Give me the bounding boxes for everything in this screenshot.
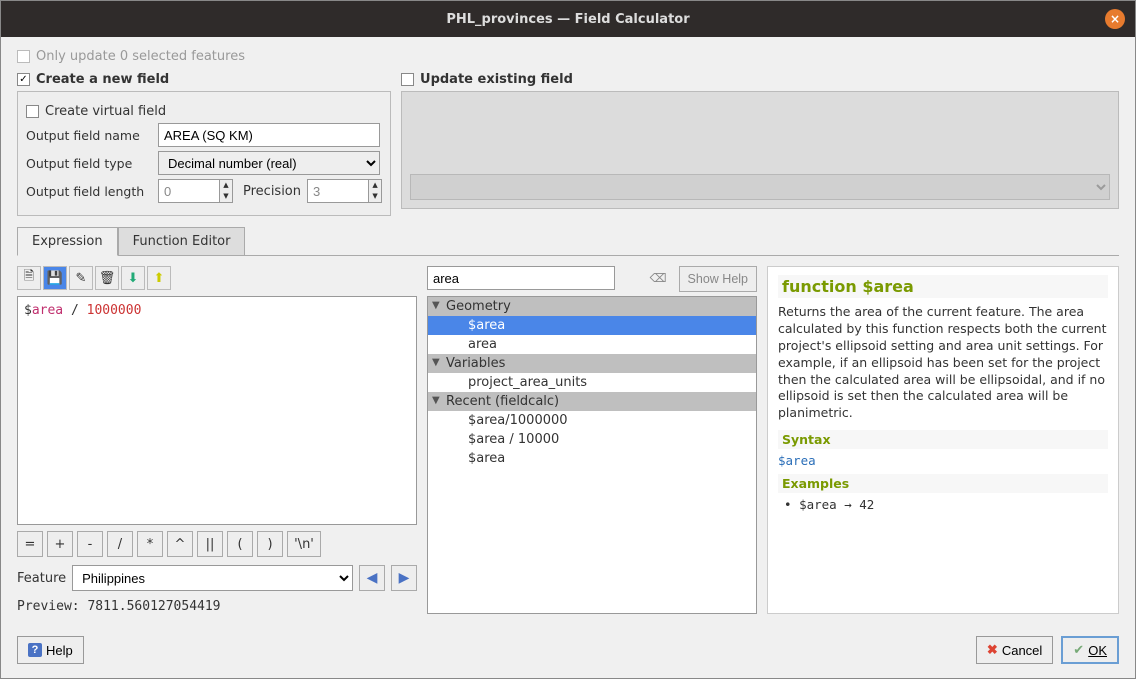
- save-icon[interactable]: 💾: [43, 266, 67, 290]
- op-eq[interactable]: =: [17, 531, 43, 557]
- help-column: function $area Returns the area of the c…: [767, 266, 1119, 614]
- op-mul[interactable]: *: [137, 531, 163, 557]
- only-update-label: Only update 0 selected features: [36, 49, 245, 64]
- tab-body: 🗎 💾 ✎ 🗑 ⬇ ⬆ $area / 1000000 = + - / * ^ …: [17, 255, 1119, 614]
- tree-item-recent-2[interactable]: $area / 10000: [428, 430, 756, 449]
- create-field-panel: Create virtual field Output field name O…: [17, 91, 391, 216]
- tree-group-geometry[interactable]: ▼Geometry: [428, 297, 756, 316]
- titlebar: PHL_provinces — Field Calculator ×: [1, 1, 1135, 37]
- tree-item-area-func[interactable]: area: [428, 335, 756, 354]
- feature-row: Feature Philippines ◀ ▶: [17, 565, 417, 591]
- import-icon[interactable]: ⬇: [121, 266, 145, 290]
- update-field-checkbox[interactable]: [401, 73, 414, 86]
- only-update-row: Only update 0 selected features: [17, 49, 1119, 64]
- length-down-icon: ▼: [220, 191, 232, 202]
- create-field-checkbox[interactable]: ✓: [17, 73, 30, 86]
- op-plus[interactable]: +: [47, 531, 73, 557]
- virtual-field-checkbox[interactable]: [26, 105, 39, 118]
- tab-function-editor[interactable]: Function Editor: [118, 227, 246, 256]
- feature-next-button[interactable]: ▶: [391, 565, 417, 591]
- create-field-label: Create a new field: [36, 72, 169, 87]
- op-lparen[interactable]: (: [227, 531, 253, 557]
- expression-toolbar: 🗎 💾 ✎ 🗑 ⬇ ⬆: [17, 266, 417, 290]
- virtual-field-label: Create virtual field: [45, 104, 166, 119]
- footer: ?Help ✖Cancel ✔OK: [1, 626, 1135, 678]
- export-icon[interactable]: ⬆: [147, 266, 171, 290]
- search-row: 🔍 ⌫ Show Help: [427, 266, 757, 292]
- help-panel: function $area Returns the area of the c…: [767, 266, 1119, 614]
- update-field-select: [410, 174, 1110, 200]
- field-length-label: Output field length: [26, 184, 152, 199]
- op-div[interactable]: /: [107, 531, 133, 557]
- precision-label: Precision: [243, 184, 301, 199]
- edit-icon[interactable]: ✎: [69, 266, 93, 290]
- tree-item-project-area-units[interactable]: project_area_units: [428, 373, 756, 392]
- length-up-icon: ▲: [220, 180, 232, 191]
- field-length-input: [158, 179, 220, 203]
- help-title: function $area: [778, 275, 1108, 298]
- op-concat[interactable]: ||: [197, 531, 223, 557]
- chevron-down-icon: ▼: [432, 395, 440, 406]
- chevron-down-icon: ▼: [432, 300, 440, 311]
- help-syntax-code: $area: [778, 453, 1108, 468]
- help-example-1: $area → 42: [798, 497, 1108, 512]
- ok-button[interactable]: ✔OK: [1061, 636, 1119, 664]
- new-icon[interactable]: 🗎: [17, 266, 41, 290]
- precision-input: [307, 179, 369, 203]
- update-field-section: Update existing field: [401, 72, 1119, 216]
- feature-prev-button[interactable]: ◀: [359, 565, 385, 591]
- content-area: Only update 0 selected features ✓ Create…: [1, 37, 1135, 626]
- preview-row: Preview: 7811.560127054419: [17, 599, 417, 614]
- preview-value: 7811.560127054419: [87, 599, 220, 614]
- tree-group-variables[interactable]: ▼Variables: [428, 354, 756, 373]
- preview-label: Preview:: [17, 599, 80, 614]
- field-name-label: Output field name: [26, 128, 152, 143]
- op-newline[interactable]: '\n': [287, 531, 321, 557]
- update-field-header: Update existing field: [401, 72, 1119, 87]
- operator-row: = + - / * ^ || ( ) '\n': [17, 531, 417, 557]
- precision-up-icon: ▲: [369, 180, 381, 191]
- expression-column: 🗎 💾 ✎ 🗑 ⬇ ⬆ $area / 1000000 = + - / * ^ …: [17, 266, 417, 614]
- ok-icon: ✔: [1073, 642, 1084, 658]
- cancel-button[interactable]: ✖Cancel: [976, 636, 1053, 664]
- op-rparen[interactable]: ): [257, 531, 283, 557]
- op-pow[interactable]: ^: [167, 531, 193, 557]
- field-calculator-window: PHL_provinces — Field Calculator × Only …: [0, 0, 1136, 679]
- update-field-panel: [401, 91, 1119, 209]
- search-input[interactable]: [427, 266, 615, 290]
- tree-item-recent-3[interactable]: $area: [428, 449, 756, 468]
- tree-item-area-var[interactable]: $area: [428, 316, 756, 335]
- tree-item-recent-1[interactable]: $area/1000000: [428, 411, 756, 430]
- show-help-button[interactable]: Show Help: [679, 266, 757, 292]
- field-type-label: Output field type: [26, 156, 152, 171]
- help-syntax-header: Syntax: [778, 430, 1108, 449]
- close-button[interactable]: ×: [1105, 9, 1125, 29]
- delete-icon[interactable]: 🗑: [95, 266, 119, 290]
- update-field-label: Update existing field: [420, 72, 573, 87]
- tab-expression[interactable]: Expression: [17, 227, 118, 256]
- window-title: PHL_provinces — Field Calculator: [446, 12, 689, 27]
- help-examples-header: Examples: [778, 474, 1108, 493]
- help-button[interactable]: ?Help: [17, 636, 84, 664]
- create-field-header: ✓ Create a new field: [17, 72, 391, 87]
- tree-group-recent[interactable]: ▼Recent (fieldcalc): [428, 392, 756, 411]
- help-icon: ?: [28, 643, 42, 657]
- help-description: Returns the area of the current feature.…: [778, 304, 1108, 422]
- precision-down-icon: ▼: [369, 191, 381, 202]
- feature-label: Feature: [17, 571, 66, 586]
- function-tree-column: 🔍 ⌫ Show Help ▼Geometry $area area ▼Vari…: [427, 266, 757, 614]
- field-name-input[interactable]: [158, 123, 380, 147]
- chevron-down-icon: ▼: [432, 357, 440, 368]
- clear-search-icon[interactable]: ⌫: [650, 271, 667, 285]
- field-mode-row: ✓ Create a new field Create virtual fiel…: [17, 72, 1119, 216]
- tabs: Expression Function Editor: [17, 226, 1119, 255]
- only-update-checkbox: [17, 50, 30, 63]
- expression-editor[interactable]: $area / 1000000: [17, 296, 417, 525]
- cancel-icon: ✖: [987, 642, 998, 658]
- field-type-select[interactable]: Decimal number (real): [158, 151, 380, 175]
- create-field-section: ✓ Create a new field Create virtual fiel…: [17, 72, 391, 216]
- op-minus[interactable]: -: [77, 531, 103, 557]
- feature-select[interactable]: Philippines: [72, 565, 353, 591]
- function-tree[interactable]: ▼Geometry $area area ▼Variables project_…: [427, 296, 757, 614]
